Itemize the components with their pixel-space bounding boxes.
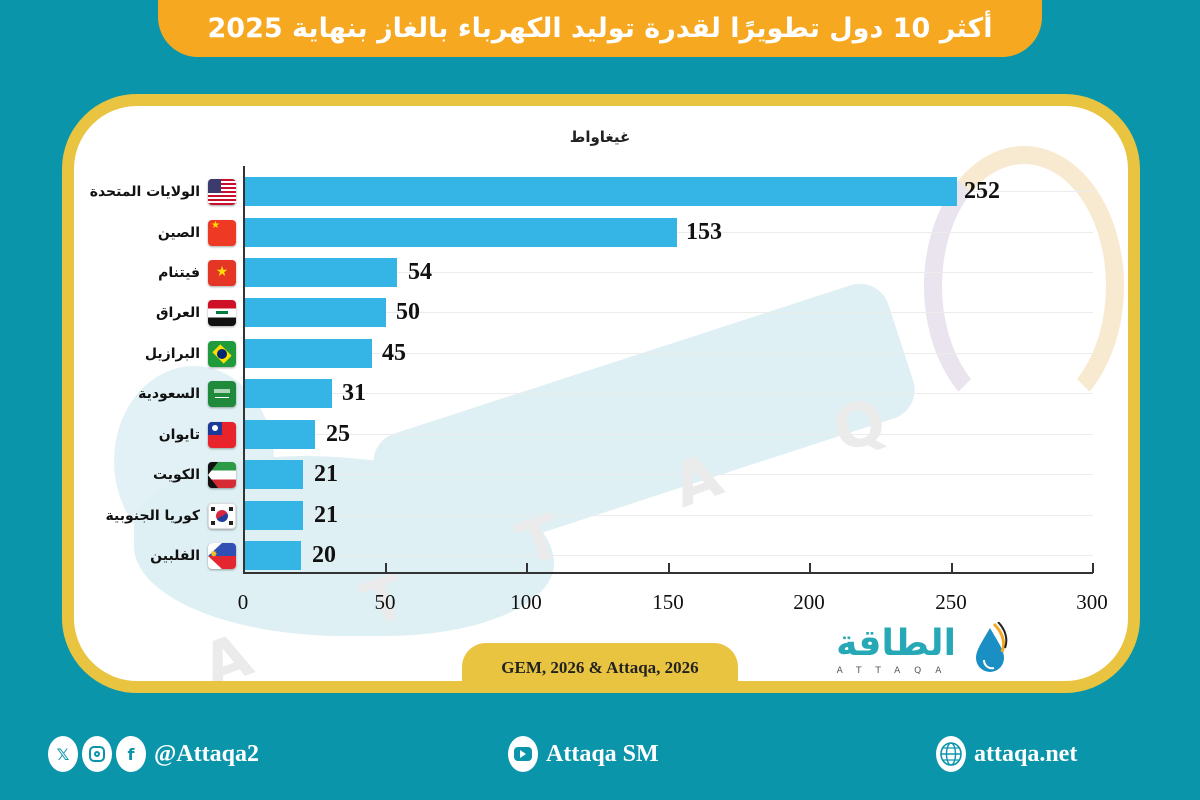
title-bar: أكثر 10 دول تطويرًا لقدرة توليد الكهرباء… bbox=[158, 0, 1042, 57]
x-tick-label: 300 bbox=[1076, 590, 1108, 614]
website-link[interactable]: attaqa.net bbox=[936, 736, 1077, 772]
category-label: فيتنام bbox=[158, 264, 200, 281]
category-row: العراق bbox=[156, 298, 236, 327]
x-tick bbox=[668, 563, 670, 573]
kuwait-flag-icon bbox=[208, 461, 236, 488]
x-tick-label: 150 bbox=[652, 590, 684, 614]
instagram-icon[interactable] bbox=[82, 736, 112, 772]
gridline bbox=[243, 312, 1093, 313]
philippines-flag-icon: ✸ bbox=[208, 542, 236, 569]
y-axis bbox=[243, 166, 245, 573]
category-label: السعودية bbox=[138, 385, 200, 402]
x-tick-label: 100 bbox=[510, 590, 542, 614]
x-tick bbox=[385, 563, 387, 573]
gridline bbox=[243, 515, 1093, 516]
logo-english-text: ATTAQA bbox=[836, 666, 956, 676]
gridline bbox=[243, 434, 1093, 435]
logo-arabic-text: الطاقة bbox=[836, 623, 956, 664]
facebook-icon[interactable]: f bbox=[116, 736, 146, 772]
social-links: 𝕏 f @Attaqa2 bbox=[48, 736, 259, 772]
us-flag-icon bbox=[208, 178, 236, 205]
bar-value: 252 bbox=[964, 178, 1000, 204]
bar-taiwan bbox=[244, 420, 315, 449]
gridline bbox=[243, 353, 1093, 354]
bar-value: 45 bbox=[382, 340, 406, 366]
category-row: الكويت bbox=[153, 460, 236, 489]
brazil-flag-icon bbox=[208, 340, 236, 367]
bar-value: 153 bbox=[686, 219, 722, 245]
category-row: الصين ★ bbox=[158, 218, 236, 247]
category-row: كوريا الجنوبية bbox=[106, 501, 236, 530]
category-label: تايوان bbox=[158, 426, 200, 443]
x-tick-label: 50 bbox=[374, 590, 396, 614]
youtube-icon[interactable] bbox=[508, 736, 538, 772]
bar-value: 54 bbox=[408, 259, 432, 285]
category-label: العراق bbox=[156, 304, 200, 321]
bar-philippines bbox=[244, 541, 301, 570]
bar-vietnam bbox=[244, 258, 397, 287]
x-tick bbox=[1092, 563, 1094, 573]
watermark-letter: A bbox=[193, 620, 262, 693]
gridline bbox=[243, 474, 1093, 475]
category-label: الصين bbox=[157, 224, 200, 241]
gridline bbox=[243, 272, 1093, 273]
youtube-link[interactable]: Attaqa SM bbox=[508, 736, 659, 772]
category-row: تايوان bbox=[159, 420, 236, 449]
category-label: البرازيل bbox=[144, 345, 200, 362]
south-korea-flag-icon bbox=[208, 502, 236, 529]
footer: 𝕏 f @Attaqa2 Attaqa SM attaqa.net bbox=[0, 720, 1200, 800]
bar-brazil bbox=[244, 339, 372, 368]
logo-drop-icon bbox=[976, 622, 1008, 672]
gridline bbox=[243, 555, 1093, 556]
chart-title: أكثر 10 دول تطويرًا لقدرة توليد الكهرباء… bbox=[207, 13, 993, 44]
vietnam-flag-icon: ★ bbox=[208, 259, 236, 286]
taiwan-flag-icon bbox=[208, 421, 236, 448]
attaqa-logo: الطاقة ATTAQA bbox=[826, 622, 1016, 680]
category-label: الفلبين bbox=[150, 547, 200, 564]
bar-kuwait bbox=[244, 460, 303, 489]
category-row: الفلبين ✸ bbox=[150, 541, 236, 570]
category-row: السعودية bbox=[138, 379, 236, 408]
iraq-flag-icon bbox=[208, 299, 236, 326]
bar-value: 31 bbox=[342, 380, 366, 406]
bar-south-korea bbox=[244, 501, 303, 530]
social-handle[interactable]: @Attaqa2 bbox=[154, 740, 259, 767]
x-icon[interactable]: 𝕏 bbox=[48, 736, 78, 772]
category-row: فيتنام ★ bbox=[158, 258, 236, 287]
category-label: الولايات المتحدة bbox=[89, 183, 200, 200]
bar-value: 50 bbox=[396, 299, 420, 325]
x-tick bbox=[809, 563, 811, 573]
x-tick bbox=[951, 563, 953, 573]
bar-china bbox=[244, 218, 677, 247]
china-flag-icon: ★ bbox=[208, 219, 236, 246]
globe-icon[interactable] bbox=[936, 736, 966, 772]
category-row: البرازيل bbox=[145, 339, 236, 368]
x-tick-label: 200 bbox=[793, 590, 825, 614]
gridline bbox=[243, 393, 1093, 394]
x-tick-label: 0 bbox=[237, 590, 249, 614]
x-tick bbox=[526, 563, 528, 573]
bar-saudi bbox=[244, 379, 332, 408]
website-url[interactable]: attaqa.net bbox=[974, 740, 1078, 767]
bar-us bbox=[244, 177, 957, 206]
bar-value: 25 bbox=[326, 421, 350, 447]
bar-value: 20 bbox=[312, 542, 336, 568]
source-text: GEM, 2026 & Attaqa, 2026 bbox=[501, 658, 699, 677]
bar-value: 21 bbox=[314, 461, 338, 487]
category-row: الولايات المتحدة bbox=[90, 177, 236, 206]
bar-value: 21 bbox=[314, 502, 338, 528]
unit-label: غيغاواط bbox=[569, 128, 631, 146]
category-label: كوريا الجنوبية bbox=[105, 507, 200, 524]
category-label: الكويت bbox=[152, 466, 200, 483]
saudi-flag-icon bbox=[208, 380, 236, 407]
youtube-channel[interactable]: Attaqa SM bbox=[546, 740, 659, 767]
x-tick-label: 250 bbox=[935, 590, 967, 614]
source-tab: GEM, 2026 & Attaqa, 2026 bbox=[462, 643, 738, 693]
bar-iraq bbox=[244, 298, 386, 327]
